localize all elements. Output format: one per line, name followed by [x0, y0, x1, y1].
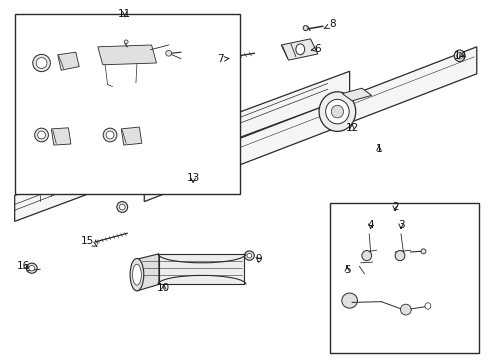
Text: 4: 4	[366, 220, 373, 230]
Text: 11: 11	[118, 9, 131, 19]
Ellipse shape	[165, 50, 171, 56]
Polygon shape	[137, 254, 159, 291]
Polygon shape	[15, 71, 349, 221]
Text: 14: 14	[453, 51, 467, 61]
Ellipse shape	[106, 131, 114, 139]
Bar	[15, 14, 239, 194]
Ellipse shape	[341, 293, 357, 308]
Polygon shape	[58, 52, 79, 70]
Ellipse shape	[325, 99, 348, 124]
Bar	[329, 203, 478, 353]
Ellipse shape	[394, 251, 404, 261]
Text: 15: 15	[80, 236, 97, 246]
Ellipse shape	[400, 304, 410, 315]
Text: 9: 9	[254, 254, 261, 264]
Ellipse shape	[132, 264, 141, 285]
Ellipse shape	[453, 50, 464, 62]
Polygon shape	[51, 128, 71, 145]
Text: 7: 7	[216, 54, 229, 64]
Text: 10: 10	[157, 283, 170, 293]
Ellipse shape	[36, 58, 47, 68]
Text: 8: 8	[323, 19, 335, 30]
Ellipse shape	[35, 128, 48, 142]
Polygon shape	[159, 254, 244, 284]
Text: 13: 13	[186, 173, 200, 183]
Text: 5: 5	[343, 265, 350, 275]
Polygon shape	[342, 88, 371, 101]
Ellipse shape	[29, 265, 35, 271]
Polygon shape	[144, 47, 476, 202]
Ellipse shape	[33, 54, 50, 72]
Ellipse shape	[124, 40, 128, 44]
Ellipse shape	[117, 202, 127, 212]
Ellipse shape	[424, 303, 430, 309]
Ellipse shape	[420, 249, 425, 254]
Ellipse shape	[456, 53, 462, 59]
Ellipse shape	[103, 128, 117, 142]
Text: 6: 6	[311, 44, 321, 54]
Ellipse shape	[361, 251, 371, 261]
Polygon shape	[121, 127, 142, 145]
Ellipse shape	[246, 253, 251, 258]
Polygon shape	[98, 45, 156, 65]
Ellipse shape	[119, 204, 125, 210]
Ellipse shape	[130, 258, 143, 291]
Text: 1: 1	[375, 144, 382, 154]
Text: 3: 3	[397, 220, 404, 230]
Ellipse shape	[303, 26, 307, 31]
Ellipse shape	[295, 44, 304, 55]
Ellipse shape	[38, 131, 45, 139]
Text: 2: 2	[391, 202, 398, 212]
Text: 12: 12	[345, 123, 358, 133]
Polygon shape	[281, 39, 317, 60]
Ellipse shape	[330, 105, 343, 118]
Ellipse shape	[26, 263, 37, 273]
Text: 16: 16	[17, 261, 30, 271]
Ellipse shape	[244, 251, 254, 260]
Ellipse shape	[318, 92, 355, 131]
